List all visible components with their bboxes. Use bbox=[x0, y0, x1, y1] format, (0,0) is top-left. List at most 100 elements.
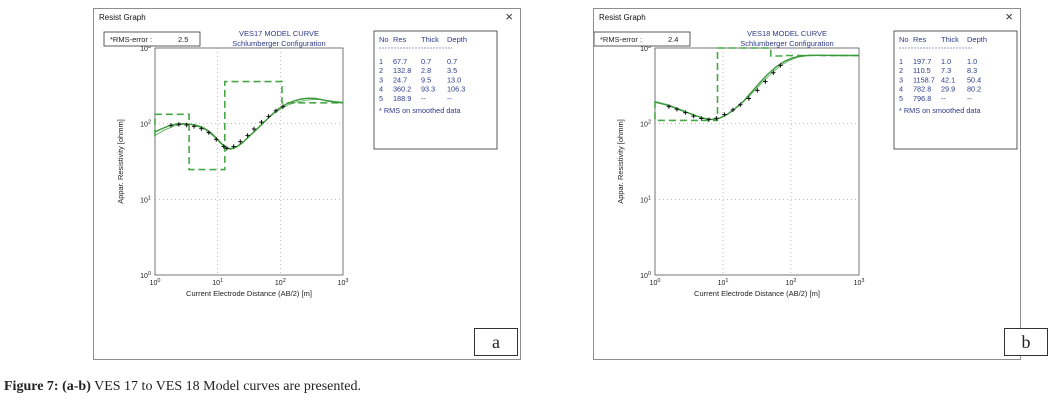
observed-point bbox=[722, 112, 727, 117]
rms-box bbox=[103, 31, 201, 47]
table-cell: 4 bbox=[899, 85, 903, 94]
x-tick-label: 100 bbox=[150, 278, 161, 287]
observed-point bbox=[221, 144, 226, 149]
x-tick-label: 102 bbox=[786, 278, 797, 287]
table-cell: -- bbox=[447, 94, 452, 103]
rms-box bbox=[594, 31, 691, 47]
observed-point bbox=[683, 110, 688, 115]
observed-point bbox=[730, 107, 736, 113]
table-cell: 106.3 bbox=[447, 85, 465, 94]
table-cell: 132.8 bbox=[393, 66, 411, 75]
table-header: Depth bbox=[447, 35, 467, 44]
x-tick-label: 101 bbox=[212, 278, 223, 287]
x-tick-label: 103 bbox=[854, 278, 865, 287]
observed-point bbox=[199, 126, 204, 131]
caption-panels: (a-b) bbox=[62, 379, 91, 394]
x-axis-label: Current Electrode Distance (AB/2) [m] bbox=[694, 289, 820, 298]
table-cell: 50.4 bbox=[967, 75, 981, 84]
calculated-curve bbox=[654, 54, 859, 121]
rms-label: *RMS-error : bbox=[600, 35, 642, 44]
table-cell: 3.5 bbox=[447, 66, 457, 75]
figure-caption: Figure 7: (a-b) VES 17 to VES 18 Model c… bbox=[4, 379, 361, 395]
y-axis-label: Appar. Resistivity [ohmm] bbox=[116, 119, 125, 204]
table-cell: 9.5 bbox=[421, 75, 431, 84]
table-cell: -- bbox=[941, 94, 946, 103]
observed-point bbox=[238, 139, 243, 144]
observed-point bbox=[763, 79, 768, 84]
table-cell: -- bbox=[421, 94, 426, 103]
plot-frame bbox=[654, 47, 860, 276]
table-cell: 0.7 bbox=[447, 57, 457, 66]
window-title: Resist Graph bbox=[99, 13, 146, 22]
table-cell: -- bbox=[967, 94, 972, 103]
observed-point bbox=[738, 102, 743, 107]
y-tick-label: 100 bbox=[640, 271, 651, 280]
table-cell: 1 bbox=[379, 57, 383, 66]
table-cell: 29.9 bbox=[941, 85, 955, 94]
observed-point bbox=[168, 123, 174, 128]
table-cell: 3 bbox=[379, 75, 383, 84]
caption-text: VES 17 to VES 18 Model curves are presen… bbox=[94, 379, 361, 394]
x-axis-label: Current Electrode Distance (AB/2) [m] bbox=[186, 289, 312, 298]
y-tick-label: 103 bbox=[140, 44, 151, 53]
table-cell: 7.3 bbox=[941, 66, 951, 75]
table-cell: 1.0 bbox=[941, 57, 951, 66]
table-cell: 1158.7 bbox=[913, 75, 935, 84]
table-cell: 2 bbox=[899, 66, 903, 75]
observed-point bbox=[266, 114, 271, 119]
table-cell: 360.2 bbox=[393, 85, 411, 94]
observed-point bbox=[746, 96, 752, 101]
table-header: Res bbox=[393, 35, 407, 44]
observed-point bbox=[714, 116, 719, 121]
table-cell: 782.8 bbox=[913, 85, 931, 94]
table-cell: 13.0 bbox=[447, 75, 461, 84]
caption-label: Figure 7: bbox=[4, 379, 59, 394]
observed-point bbox=[778, 63, 783, 68]
x-tick-label: 101 bbox=[718, 278, 729, 287]
table-header: No bbox=[379, 35, 389, 44]
observed-point bbox=[259, 119, 264, 125]
plot-frame bbox=[154, 47, 344, 276]
resist-graph-window-a: Resist Graph × 100 101 102 103 100 101 102 103 C… bbox=[93, 8, 521, 360]
observed-point bbox=[245, 133, 250, 138]
table-cell: 796.8 bbox=[913, 94, 931, 103]
rms-value: 2.5 bbox=[178, 35, 188, 44]
table-header: Res bbox=[913, 35, 927, 44]
observed-point bbox=[755, 88, 760, 93]
layer-table bbox=[373, 30, 498, 150]
y-tick-label: 102 bbox=[140, 120, 151, 129]
observed-point bbox=[206, 130, 211, 135]
rms-value: 2.4 bbox=[668, 35, 678, 44]
calculated-curve bbox=[154, 97, 344, 150]
y-tick-label: 102 bbox=[640, 120, 651, 129]
table-cell: 2 bbox=[379, 66, 383, 75]
layer-model-line bbox=[654, 47, 859, 122]
y-tick-label: 101 bbox=[640, 195, 651, 204]
table-cell: 110.5 bbox=[913, 66, 931, 75]
table-cell: 80.2 bbox=[967, 85, 981, 94]
table-header: Depth bbox=[967, 35, 987, 44]
table-cell: 3 bbox=[899, 75, 903, 84]
observed-point bbox=[706, 117, 712, 122]
close-icon[interactable]: × bbox=[1005, 9, 1013, 24]
x-tick-label: 103 bbox=[338, 278, 349, 287]
table-cell: 1.0 bbox=[967, 57, 977, 66]
layer-model-line bbox=[154, 80, 343, 171]
x-tick-label: 100 bbox=[650, 278, 661, 287]
table-cell: 8.3 bbox=[967, 66, 977, 75]
table-cell: 5 bbox=[899, 94, 903, 103]
table-cell: 93.3 bbox=[421, 85, 435, 94]
table-cell: 2.8 bbox=[421, 66, 431, 75]
table-note: * RMS on smoothed data bbox=[379, 106, 461, 115]
observed-point bbox=[191, 124, 197, 129]
rms-label: *RMS-error : bbox=[110, 35, 152, 44]
panel-label-a: a bbox=[474, 328, 518, 356]
table-cell: 197.7 bbox=[913, 57, 931, 66]
observed-point bbox=[231, 144, 236, 149]
close-icon[interactable]: × bbox=[505, 9, 513, 24]
smoothed-curve bbox=[654, 54, 860, 121]
window-title: Resist Graph bbox=[599, 13, 646, 22]
table-cell: 4 bbox=[379, 85, 383, 94]
observed-point bbox=[699, 116, 704, 121]
observed-point bbox=[273, 108, 279, 113]
